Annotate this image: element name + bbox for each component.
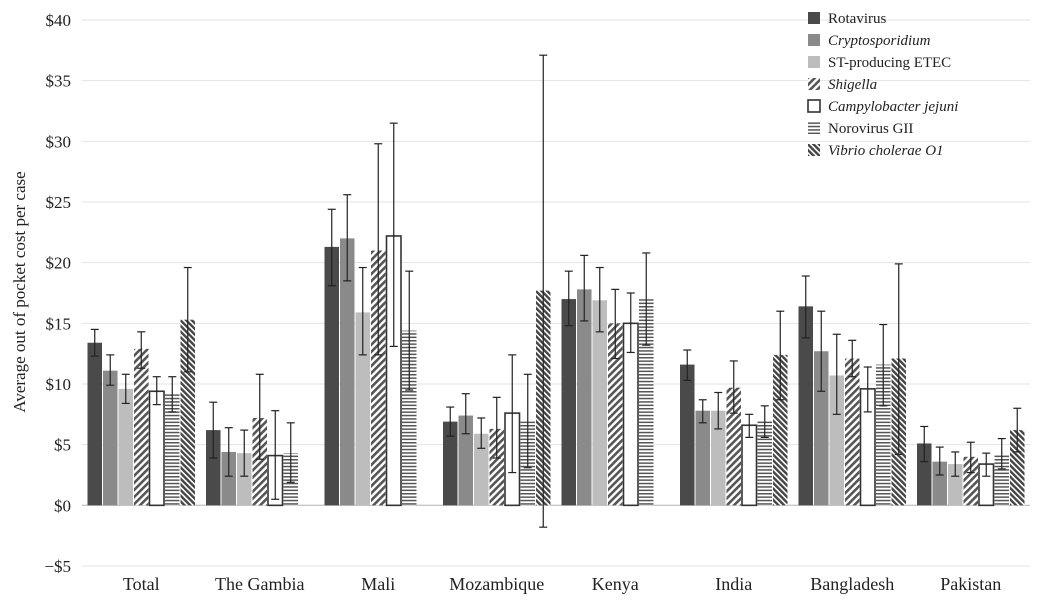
y-tick-label: $10 bbox=[46, 375, 72, 394]
y-axis-label: Average out of pocket cost per case bbox=[10, 171, 29, 412]
bar-cryptosporidium bbox=[458, 415, 473, 506]
legend-swatch bbox=[807, 99, 821, 113]
legend-label: Shigella bbox=[828, 77, 877, 93]
bar-st-producing-etec bbox=[474, 433, 489, 506]
bar-norovirus-gii bbox=[402, 330, 417, 506]
legend-label: Cryptosporidium bbox=[828, 33, 931, 49]
bar-cryptosporidium bbox=[340, 238, 355, 506]
y-tick-label: −$5 bbox=[44, 557, 71, 576]
bar-campylobacter-jejuni bbox=[148, 390, 165, 507]
y-tick-label: $40 bbox=[46, 11, 72, 30]
x-category-label: Mozambique bbox=[449, 574, 544, 594]
y-tick-label: $5 bbox=[54, 436, 71, 455]
bar-cryptosporidium bbox=[814, 351, 829, 506]
bar-st-producing-etec bbox=[711, 410, 726, 506]
x-category-label: Total bbox=[123, 574, 160, 594]
bar-shigella bbox=[489, 428, 504, 506]
y-tick-label: $0 bbox=[54, 496, 71, 515]
bar-shigella bbox=[134, 348, 149, 506]
bar-rotavirus bbox=[798, 306, 813, 506]
y-tick-label: $20 bbox=[46, 254, 72, 273]
legend-label: Norovirus GII bbox=[828, 121, 913, 137]
bar-rotavirus bbox=[443, 421, 458, 506]
x-category-label: The Gambia bbox=[215, 574, 304, 594]
legend-label: Campylobacter jejuni bbox=[828, 99, 958, 115]
bar-vibrio-cholerae-o1 bbox=[1010, 430, 1025, 506]
bar-rotavirus bbox=[680, 364, 695, 506]
bar-cryptosporidium bbox=[695, 410, 710, 506]
x-category-label: India bbox=[715, 574, 752, 594]
bar-vibrio-cholerae-o1 bbox=[773, 354, 788, 506]
bar-rotavirus bbox=[87, 342, 102, 506]
bars bbox=[87, 235, 1025, 507]
legend-swatch bbox=[808, 78, 820, 90]
bar-cryptosporidium bbox=[577, 289, 592, 506]
bar-st-producing-etec bbox=[829, 375, 844, 506]
bar-st-producing-etec bbox=[948, 464, 963, 506]
bar-rotavirus bbox=[561, 299, 576, 506]
bar-rotavirus bbox=[324, 246, 339, 506]
legend: Rotavirus Cryptosporidium ST-producing ETE… bbox=[807, 11, 958, 159]
x-category-label: Pakistan bbox=[940, 574, 1001, 594]
bar-shigella bbox=[608, 323, 623, 506]
bar-norovirus-gii bbox=[639, 299, 654, 506]
x-category-label: Bangladesh bbox=[810, 574, 894, 594]
bar-rotavirus bbox=[917, 443, 932, 506]
x-category-label: Mali bbox=[361, 574, 395, 594]
legend-swatch bbox=[808, 122, 820, 134]
error-bars bbox=[90, 54, 1022, 528]
bar-cryptosporidium bbox=[103, 370, 118, 506]
y-tick-label: $15 bbox=[46, 314, 72, 333]
legend-label: Rotavirus bbox=[828, 11, 886, 27]
y-tick-label: $30 bbox=[46, 132, 72, 151]
bar-shigella bbox=[845, 358, 860, 506]
legend-label: Vibrio cholerae O1 bbox=[828, 143, 944, 159]
y-tick-label: $25 bbox=[46, 193, 72, 212]
bar-shigella bbox=[963, 456, 978, 506]
legend-swatch bbox=[808, 56, 820, 68]
bar-shigella bbox=[371, 250, 386, 506]
x-axis-category-labels: Total The Gambia Mali Mozambique Kenya India B… bbox=[123, 574, 1001, 594]
legend-label: ST-producing ETEC bbox=[828, 55, 951, 71]
x-category-label: Kenya bbox=[592, 574, 639, 594]
y-tick-label: $35 bbox=[46, 72, 72, 91]
legend-swatch bbox=[808, 12, 820, 24]
legend-swatch bbox=[808, 34, 820, 46]
bar-norovirus-gii bbox=[994, 454, 1009, 506]
bar-st-producing-etec bbox=[118, 388, 133, 506]
bar-norovirus-gii bbox=[165, 393, 180, 506]
bar-st-producing-etec bbox=[237, 453, 252, 506]
bar-norovirus-gii bbox=[876, 364, 891, 506]
bar-cryptosporidium bbox=[932, 461, 947, 506]
legend-swatch bbox=[808, 144, 820, 156]
bar-norovirus-gii bbox=[757, 420, 772, 506]
y-axis-tick-labels: −$5 $0 $5 $10 $15 $20 $25 $30 $35 $40 bbox=[44, 11, 71, 576]
bar-rotavirus bbox=[206, 430, 221, 506]
bar-st-producing-etec bbox=[592, 300, 607, 506]
bar-cryptosporidium bbox=[221, 451, 236, 506]
bar-shigella bbox=[726, 387, 741, 506]
bar-st-producing-etec bbox=[355, 312, 370, 506]
bar-shigella bbox=[252, 417, 267, 506]
bar-vibrio-cholerae-o1 bbox=[180, 319, 195, 506]
